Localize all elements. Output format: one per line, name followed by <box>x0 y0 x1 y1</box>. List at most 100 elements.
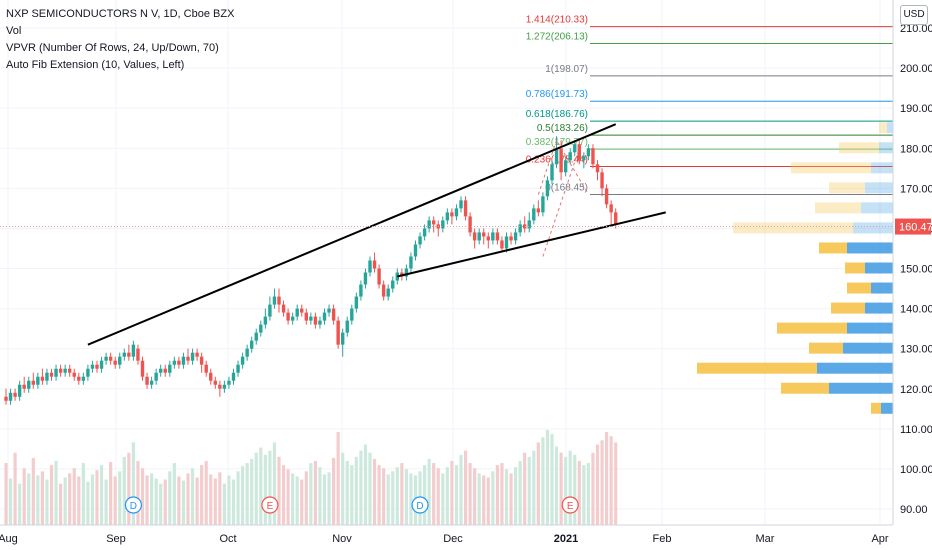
candle-body <box>491 232 495 241</box>
indicator-vpvr[interactable]: VPVR (Number Of Rows, 24, Up/Down, 70) <box>6 42 219 54</box>
volume-bar <box>559 452 563 525</box>
candle-body <box>422 228 427 237</box>
event-marker <box>124 496 142 514</box>
candle-body <box>81 376 86 381</box>
candle-body <box>195 352 199 357</box>
volume-bar <box>72 468 76 525</box>
volume-profile <box>697 122 893 414</box>
volume-bar <box>568 450 572 525</box>
volume-bar <box>309 463 313 525</box>
volume-bar <box>186 473 190 525</box>
candle-body <box>13 392 17 397</box>
volume-bar <box>300 479 304 525</box>
volume-bar <box>122 456 126 525</box>
volume-bar <box>404 469 408 525</box>
candle-body <box>245 348 249 357</box>
candle-body <box>595 164 600 173</box>
candle-body <box>582 156 586 161</box>
candle-body <box>145 376 149 385</box>
candle-body <box>441 220 445 229</box>
candle-body <box>509 236 513 241</box>
x-tick-label: Mar <box>756 533 775 545</box>
fib-level-label: 0.5(183.26) <box>537 123 588 134</box>
candle-body <box>391 280 395 289</box>
volume-bar <box>77 476 81 525</box>
volume-bar <box>477 473 481 525</box>
indicator-vol[interactable]: Vol <box>6 25 22 37</box>
volume-bar <box>227 475 231 525</box>
candle-body <box>495 232 500 241</box>
candle-body <box>17 384 22 397</box>
trend-line <box>87 123 617 346</box>
candle-body <box>68 368 72 373</box>
candle-body <box>445 212 450 221</box>
volume-bar <box>436 468 440 525</box>
y-tick-label: 170.00 <box>900 183 932 195</box>
volume-bar <box>36 475 40 525</box>
volume-bar <box>336 432 340 525</box>
candle-body <box>372 260 377 269</box>
candle-body <box>331 308 336 321</box>
volume-bar <box>536 442 540 525</box>
volume-bar <box>500 463 504 525</box>
volume-bar <box>359 450 363 525</box>
volume-bar <box>154 478 158 525</box>
candle-body <box>504 236 509 249</box>
vpvr-up-bar <box>847 242 893 254</box>
volume-bar <box>127 452 131 525</box>
candle-body <box>536 208 541 213</box>
fib-level-label: 0(168.45) <box>545 183 588 194</box>
volume-bar <box>95 470 99 525</box>
candle-body <box>45 372 49 381</box>
candle-body <box>159 368 163 373</box>
volume-bar <box>145 475 149 525</box>
volume-bar <box>4 463 8 525</box>
volume-bar <box>109 462 113 525</box>
x-tick-label: 2021 <box>554 533 578 545</box>
volume-bar <box>104 479 108 525</box>
candle-body <box>277 296 281 305</box>
vpvr-up-bar <box>871 162 893 174</box>
volume-bar <box>441 473 445 525</box>
candle-body <box>240 356 245 365</box>
volume-bar <box>168 471 172 525</box>
candle-body <box>58 368 63 373</box>
candle-body <box>99 360 104 369</box>
vpvr-down-bar <box>879 122 887 134</box>
volume-bar <box>345 460 349 525</box>
candle-body <box>573 144 577 153</box>
symbol-title[interactable]: NXP SEMICONDUCTORS N V, 1D, Cboe BZX <box>6 8 235 20</box>
volume-bar <box>295 476 299 525</box>
vpvr-down-bar <box>847 282 871 294</box>
y-tick-label: 200.00 <box>900 63 932 75</box>
volume-bar <box>554 446 559 525</box>
event-marker <box>561 496 579 514</box>
vpvr-up-bar <box>879 142 893 154</box>
candle-body <box>368 260 372 273</box>
vpvr-down-bar <box>845 262 865 274</box>
volume-bar <box>113 476 117 525</box>
volume-bar <box>363 444 368 525</box>
currency-button[interactable]: USD <box>900 5 928 25</box>
volume-bar <box>377 465 381 525</box>
volume-bar <box>586 463 590 525</box>
fib-level-label: 1(198.07) <box>545 64 588 75</box>
candle-body <box>472 232 477 241</box>
candle-body <box>463 200 468 217</box>
volume-bar <box>45 479 49 525</box>
trend-lines[interactable] <box>87 123 666 346</box>
indicator-fib[interactable]: Auto Fib Extension (10, Values, Left) <box>6 59 185 71</box>
candle-body <box>413 244 418 257</box>
candle-body <box>363 272 368 285</box>
candle-body <box>108 356 113 361</box>
vpvr-down-bar <box>815 202 861 214</box>
candle-body <box>236 364 240 373</box>
candle-body <box>432 220 436 225</box>
volume-bar <box>86 481 90 525</box>
candle-body <box>222 384 227 389</box>
event-marker-label: E <box>567 501 574 512</box>
volume-bar <box>354 456 358 525</box>
candle-body <box>477 232 481 241</box>
